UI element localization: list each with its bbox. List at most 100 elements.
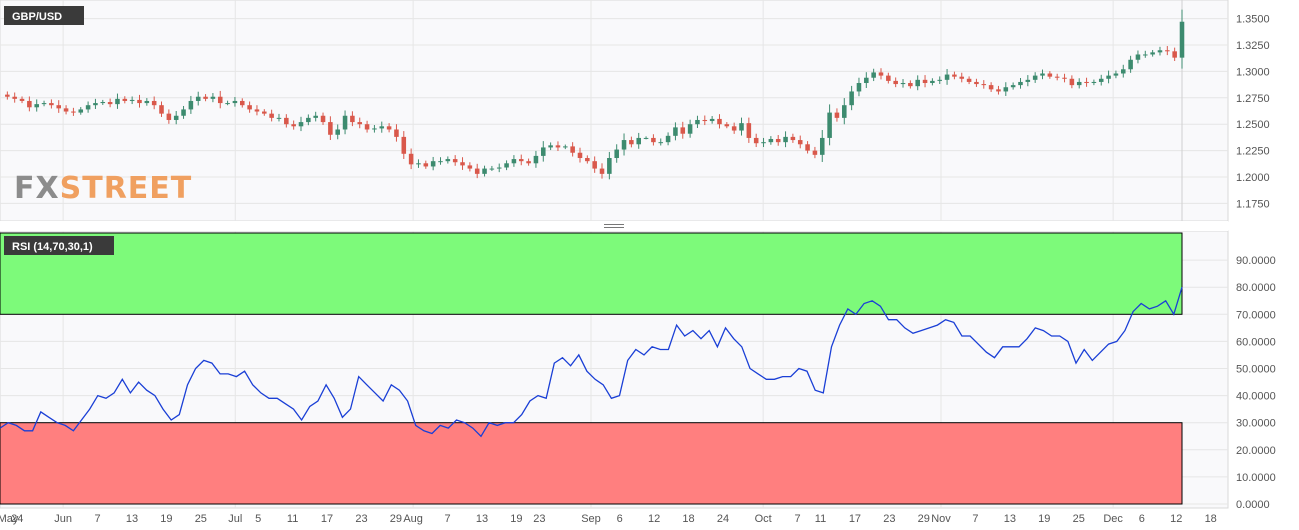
- candle: [71, 107, 76, 116]
- candle-body: [548, 145, 553, 148]
- x-tick-label: 24: [717, 513, 729, 525]
- candle: [27, 96, 32, 112]
- candle: [41, 100, 47, 107]
- candle-body: [357, 122, 363, 125]
- candle: [1128, 55, 1133, 73]
- candle-body: [276, 117, 282, 119]
- candle-body: [159, 105, 164, 114]
- pane-resize-handle[interactable]: [0, 221, 1228, 231]
- candle-body: [195, 96, 201, 101]
- candle-body: [122, 98, 128, 101]
- candle: [783, 131, 788, 148]
- candle-body: [812, 150, 818, 155]
- candle-body: [379, 126, 385, 129]
- candle: [291, 120, 296, 130]
- candle-body: [93, 103, 98, 106]
- candle-body: [959, 76, 965, 79]
- candle: [1047, 71, 1053, 79]
- x-tick-label: 25: [1073, 513, 1085, 525]
- x-tick-label: Nov: [931, 513, 951, 525]
- x-tick-label: Sep: [581, 513, 601, 525]
- candle: [115, 93, 120, 109]
- candle-body: [34, 104, 39, 108]
- candle: [511, 155, 517, 167]
- x-tick-label: 29: [390, 513, 402, 525]
- candle: [893, 77, 898, 88]
- candle-body: [533, 155, 539, 164]
- candle-body: [1084, 81, 1089, 84]
- candle-body: [1128, 59, 1133, 70]
- candle-body: [783, 136, 788, 143]
- candle: [665, 132, 671, 146]
- candle-body: [298, 122, 304, 127]
- candle-body: [966, 78, 972, 82]
- candle-body: [85, 105, 91, 110]
- candles: [5, 9, 1185, 180]
- candle-body: [394, 129, 399, 137]
- rsi-y-tick: 80.0000: [1236, 282, 1276, 294]
- x-tick-label: May: [0, 513, 19, 525]
- candle: [56, 100, 62, 113]
- candle-body: [445, 159, 451, 162]
- x-tick-label: Aug: [403, 513, 423, 525]
- candle-body: [438, 161, 443, 163]
- candle-body: [695, 119, 700, 125]
- candle: [533, 150, 539, 168]
- candle: [959, 72, 965, 83]
- rsi-title-badge: RSI (14,70,30,1): [4, 236, 114, 255]
- candle: [629, 136, 634, 148]
- candle: [717, 114, 722, 129]
- candle: [342, 110, 348, 135]
- candle-body: [372, 128, 377, 130]
- candle: [93, 98, 98, 109]
- candle-body: [702, 119, 708, 122]
- candle: [394, 124, 399, 142]
- price-y-tick: 1.2250: [1236, 146, 1270, 158]
- candle: [1179, 9, 1185, 69]
- candle: [364, 120, 370, 133]
- candle-body: [78, 109, 84, 113]
- candle: [19, 96, 25, 104]
- oversold-zone: [0, 422, 1183, 505]
- candle: [724, 122, 730, 129]
- candle: [842, 98, 847, 125]
- candle-body: [900, 83, 906, 85]
- price-title-badge: GBP/USD: [4, 6, 84, 25]
- candle-body: [335, 129, 340, 135]
- x-tick-label: 6: [1139, 513, 1145, 525]
- candle-body: [658, 142, 664, 144]
- x-tick-label: 23: [883, 513, 895, 525]
- candle: [797, 135, 803, 149]
- x-tick-label: Oct: [755, 513, 772, 525]
- candle-body: [115, 98, 120, 105]
- candle: [188, 95, 194, 114]
- candle-body: [364, 124, 370, 130]
- candle: [658, 138, 664, 146]
- candle-body: [922, 79, 928, 84]
- candle: [775, 135, 781, 146]
- x-tick-label: 19: [160, 513, 172, 525]
- candle-body: [5, 94, 10, 97]
- candle-body: [1098, 78, 1104, 82]
- x-tick-label: 19: [1038, 513, 1050, 525]
- candle: [430, 156, 436, 171]
- candle: [1113, 70, 1119, 79]
- candle-body: [225, 103, 230, 105]
- candle: [636, 132, 641, 149]
- x-tick-label: 7: [795, 513, 801, 525]
- candle-body: [247, 105, 252, 110]
- candle-body: [1172, 51, 1177, 58]
- candle-body: [262, 111, 267, 114]
- candle: [607, 151, 612, 180]
- candle: [247, 101, 252, 113]
- candle-body: [555, 145, 561, 148]
- candle: [445, 156, 451, 164]
- candle-body: [761, 142, 766, 144]
- candle: [386, 123, 392, 133]
- candle-body: [181, 109, 186, 116]
- candle: [129, 96, 135, 105]
- candle: [78, 107, 84, 115]
- candle: [695, 115, 700, 129]
- candle-body: [452, 159, 458, 163]
- rsi-y-tick: 70.0000: [1236, 309, 1276, 321]
